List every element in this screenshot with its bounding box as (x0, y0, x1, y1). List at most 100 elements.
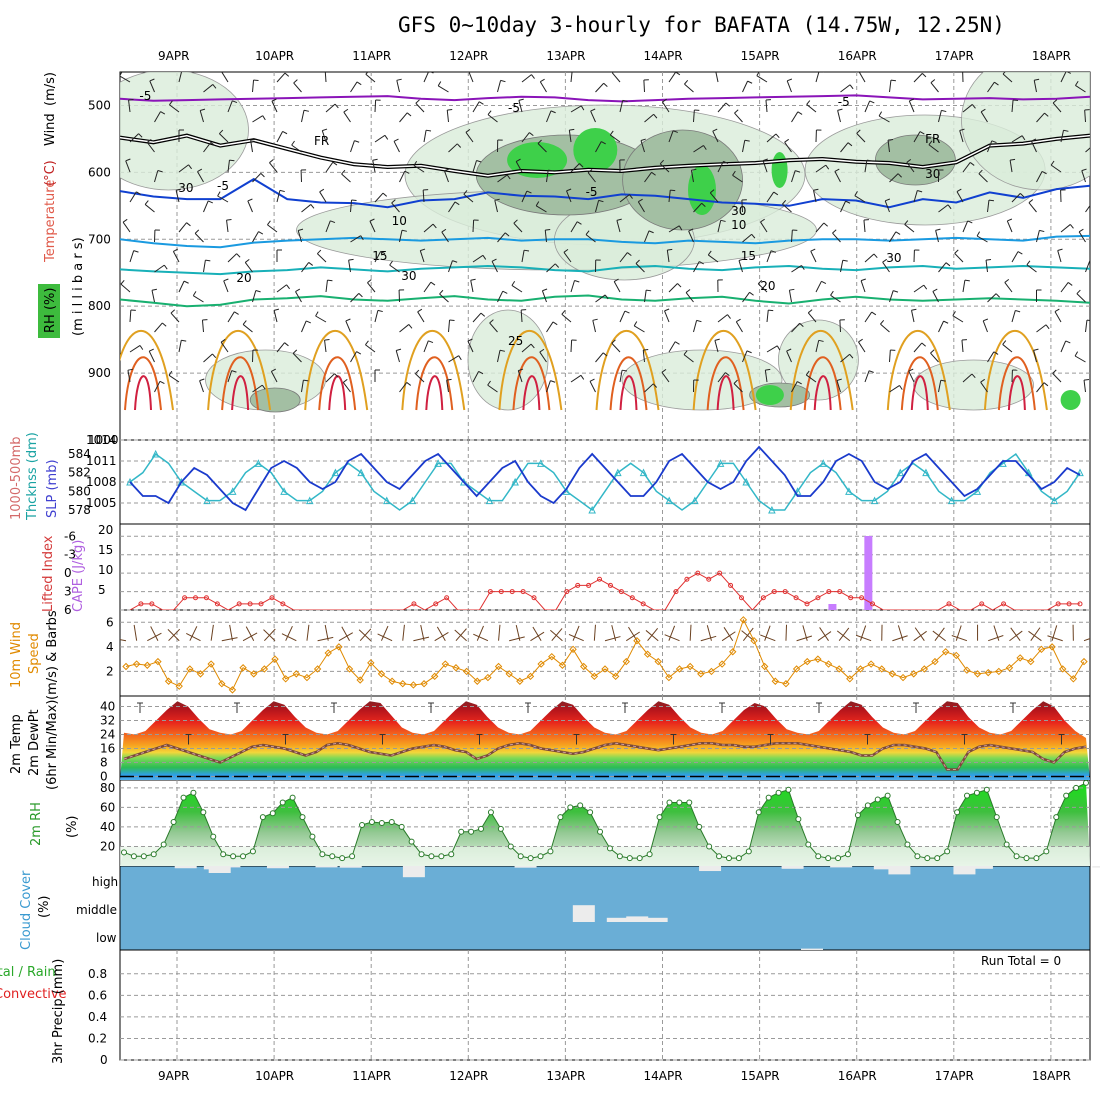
wind-barb-flag (810, 248, 816, 252)
wind-barb (422, 189, 425, 203)
wind-barb-flag (279, 189, 285, 193)
wind-barb-flag (526, 190, 532, 194)
wind-barb (930, 82, 939, 93)
wind-barb (374, 99, 377, 113)
thickness-point (588, 505, 596, 514)
wind-barb-flag (871, 311, 877, 316)
wind-barb (423, 340, 429, 353)
wind10-speed-point (473, 677, 481, 685)
wind-barb (911, 310, 915, 323)
wind-barb (472, 371, 480, 383)
wind-barb (154, 264, 165, 273)
wind-barb-flag (480, 312, 486, 317)
temp-ylabel-3: (6hr Min/Max) (45, 700, 60, 790)
lifted-index-point (487, 589, 493, 595)
wind10-barb (133, 624, 138, 641)
slp-tick: 1008 (86, 475, 117, 489)
wind-barb (976, 235, 988, 243)
wind-barb-flag (1015, 309, 1021, 313)
rh-contour-label: 30 (925, 167, 940, 181)
wind-barb-flag (513, 219, 518, 224)
wind-barb-flag (854, 191, 858, 196)
wind-barb-flag (157, 169, 163, 173)
wind-barb-flag (849, 353, 854, 359)
wind10-barb (306, 624, 310, 641)
wind-barb-flag (308, 262, 314, 266)
rh2m-point (616, 853, 623, 860)
wind-barb (423, 72, 429, 83)
wind-barb (619, 100, 624, 113)
cloud-high-bar (699, 866, 722, 872)
wind-barb (733, 383, 743, 393)
wind-barb (226, 220, 229, 233)
wind-barb-flag (603, 82, 608, 87)
wind-barb-flag (866, 159, 872, 162)
wind-barb-flag (976, 231, 981, 237)
wind-barb-flag (683, 350, 688, 355)
lifted-index-point (411, 601, 417, 607)
wind-barb-flag (365, 72, 369, 75)
wind-barb (178, 280, 185, 293)
wind10-speed-point (164, 677, 173, 685)
wind-barb-flag (782, 200, 787, 205)
lifted-index-point (673, 589, 679, 595)
wind-barb (197, 171, 204, 183)
wind-barb (840, 260, 844, 273)
wind-barb (913, 73, 923, 83)
wind-barb-flag (899, 385, 903, 390)
wind-barb (417, 311, 425, 323)
wind-barb (1030, 140, 1037, 153)
wind-barb (815, 222, 825, 233)
lifted-index-point (564, 589, 570, 595)
rh2m-point (567, 804, 574, 811)
wind-barb-flag (441, 228, 447, 233)
wind-barb (203, 353, 213, 363)
wind-barb-flag (714, 338, 720, 341)
rh2m-point (388, 819, 395, 826)
wind-barb (448, 143, 458, 153)
wind-barb-flag (667, 248, 673, 251)
wind10-barb (341, 626, 350, 641)
wind-barb (350, 235, 361, 243)
wind-barb (341, 173, 351, 183)
isotherm-35-loop (231, 375, 250, 411)
rh2m-point (785, 786, 792, 793)
thickness-point (973, 487, 982, 495)
wind-barb-flag (818, 339, 824, 342)
wind-barb-flag (964, 279, 970, 282)
wind-barb (515, 161, 523, 173)
wind10-speed-point (654, 657, 662, 666)
wind-barb-flag (908, 368, 914, 372)
wind-barb-flag (947, 204, 952, 210)
wind-barb (1078, 231, 1086, 243)
wind10-speed-point (824, 660, 833, 668)
wind-barb-flag (247, 198, 253, 202)
rh2m-point (934, 855, 941, 862)
wind-barb-flag (160, 111, 166, 115)
wind-barb-flag (133, 250, 139, 253)
wind-barb (570, 280, 575, 293)
wind-barb-flag (677, 283, 682, 288)
wind-barb (1009, 160, 1013, 173)
wind-ylabel-2: Speed (27, 633, 42, 674)
wind-barb (786, 350, 792, 363)
thickness-point (151, 449, 160, 458)
wind-barb-flag (664, 308, 670, 312)
wind-barb-flag (291, 140, 295, 146)
wind-barb (840, 142, 849, 153)
isotherm-30-loop (221, 356, 260, 411)
wind-barb-flag (334, 373, 339, 378)
wind-barb-flag (646, 289, 652, 292)
wind10-speed-point (1069, 675, 1078, 683)
wind10-barb (700, 635, 717, 642)
wind10-barb (932, 630, 946, 642)
wind-barb-flag (369, 218, 375, 222)
thickness-point (896, 468, 905, 477)
wind-barb (570, 163, 580, 173)
axis-labels: 9APR 9APR 10APR 10APR 11APR 11APR 12APR 12APR 13… (64, 49, 1071, 1083)
wind10-barb (802, 625, 808, 641)
wind-barb-flag (611, 72, 615, 74)
wind10-barb (509, 636, 525, 642)
wind-barb (930, 352, 939, 363)
